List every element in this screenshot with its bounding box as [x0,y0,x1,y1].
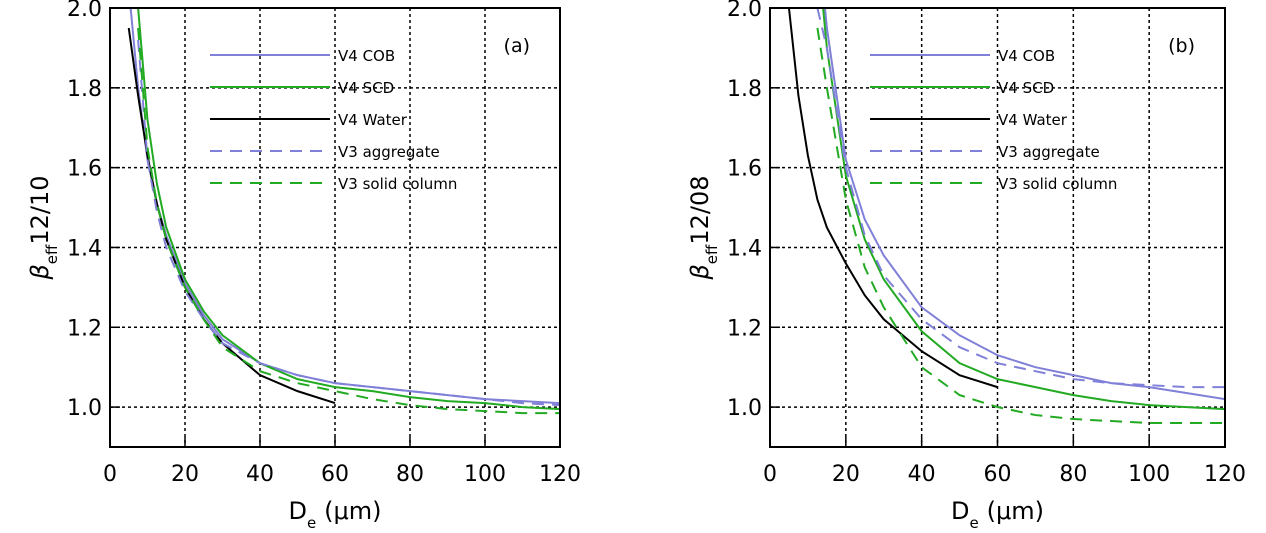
label-subscript: e [307,514,316,532]
series-line [816,27,1225,425]
legend-label: V4 SCD [998,79,1054,97]
x-tick-label: 20 [832,462,860,487]
label-subscript: e [969,514,978,532]
x-tick-label: 80 [396,462,424,487]
label-rest: (μm) [324,497,381,525]
y-tick-label: 1.4 [67,236,102,261]
x-tick-label: 80 [1059,462,1087,487]
y-tick-label: 2.0 [67,0,102,22]
series-line [823,8,1225,401]
chart-panel: 0 20 40 60 80 100 120 1.0 1.2 1.4 1.6 1.8 2.0 V4 COB V… [686,0,1246,532]
plot-frame [769,7,1226,448]
plot-frame [109,7,561,448]
x-tick-label: 60 [321,462,349,487]
x-tick-label: 20 [171,462,199,487]
y-tick-label: 1.6 [727,157,762,182]
y-tick-label: 1.6 [67,157,102,182]
x-tick-label: 40 [246,462,274,487]
series-line [822,8,1225,411]
x-axis-label: De (μm) [288,497,381,532]
legend-label: V4 Water [338,111,408,129]
y-axis-label: βeff12/10 [26,175,61,280]
y-tick-label: 1.8 [67,77,102,102]
y-tick-label: 1.8 [727,77,762,102]
label-symbol: β [686,264,714,280]
y-tick-label: 1.2 [727,316,762,341]
y-tick-label: 1.2 [67,316,102,341]
y-tick-label: 1.0 [727,396,762,421]
panel-annotation: (a) [504,35,530,57]
legend-label: V4 COB [998,47,1055,65]
y-axis-label: βeff12/08 [686,175,721,280]
x-tick-label: 0 [763,462,777,487]
x-tick-label: 120 [1204,462,1246,487]
label-rest: (μm) [987,497,1044,525]
label-symbol: D [288,497,306,525]
label-symbol: β [26,264,54,280]
legend-label: V4 SCD [338,79,394,97]
x-tick-label: 100 [464,462,506,487]
legend-label: V4 Water [998,111,1068,129]
x-axis-label: De (μm) [951,497,1044,532]
x-tick-label: 120 [539,462,581,487]
label-rest: 12/10 [26,175,54,244]
y-tick-label: 1.4 [727,236,762,261]
label-subscript: eff [43,244,61,264]
x-tick-label: 100 [1128,462,1170,487]
label-symbol: D [951,497,969,525]
series-line [137,8,560,411]
label-subscript: eff [703,244,721,264]
legend-label: V3 aggregate [338,143,440,161]
series-line [816,8,1225,389]
x-tick-label: 40 [908,462,936,487]
chart-panel: 0 20 40 60 80 100 120 1.0 1.2 1.4 1.6 1.8 2.0 V4 COB V… [26,0,581,532]
legend-label: V3 solid column [338,175,457,193]
legend-label: V3 solid column [998,175,1117,193]
label-rest: 12/08 [686,175,714,244]
x-tick-label: 0 [103,462,117,487]
legend-label: V4 COB [338,47,395,65]
y-tick-label: 1.0 [67,396,102,421]
series-line [787,8,998,389]
legend-label: V3 aggregate [998,143,1100,161]
series-line [137,27,560,415]
y-tick-label: 2.0 [727,0,762,22]
x-tick-label: 60 [984,462,1012,487]
series-line [137,39,560,407]
panel-annotation: (b) [1168,35,1195,57]
